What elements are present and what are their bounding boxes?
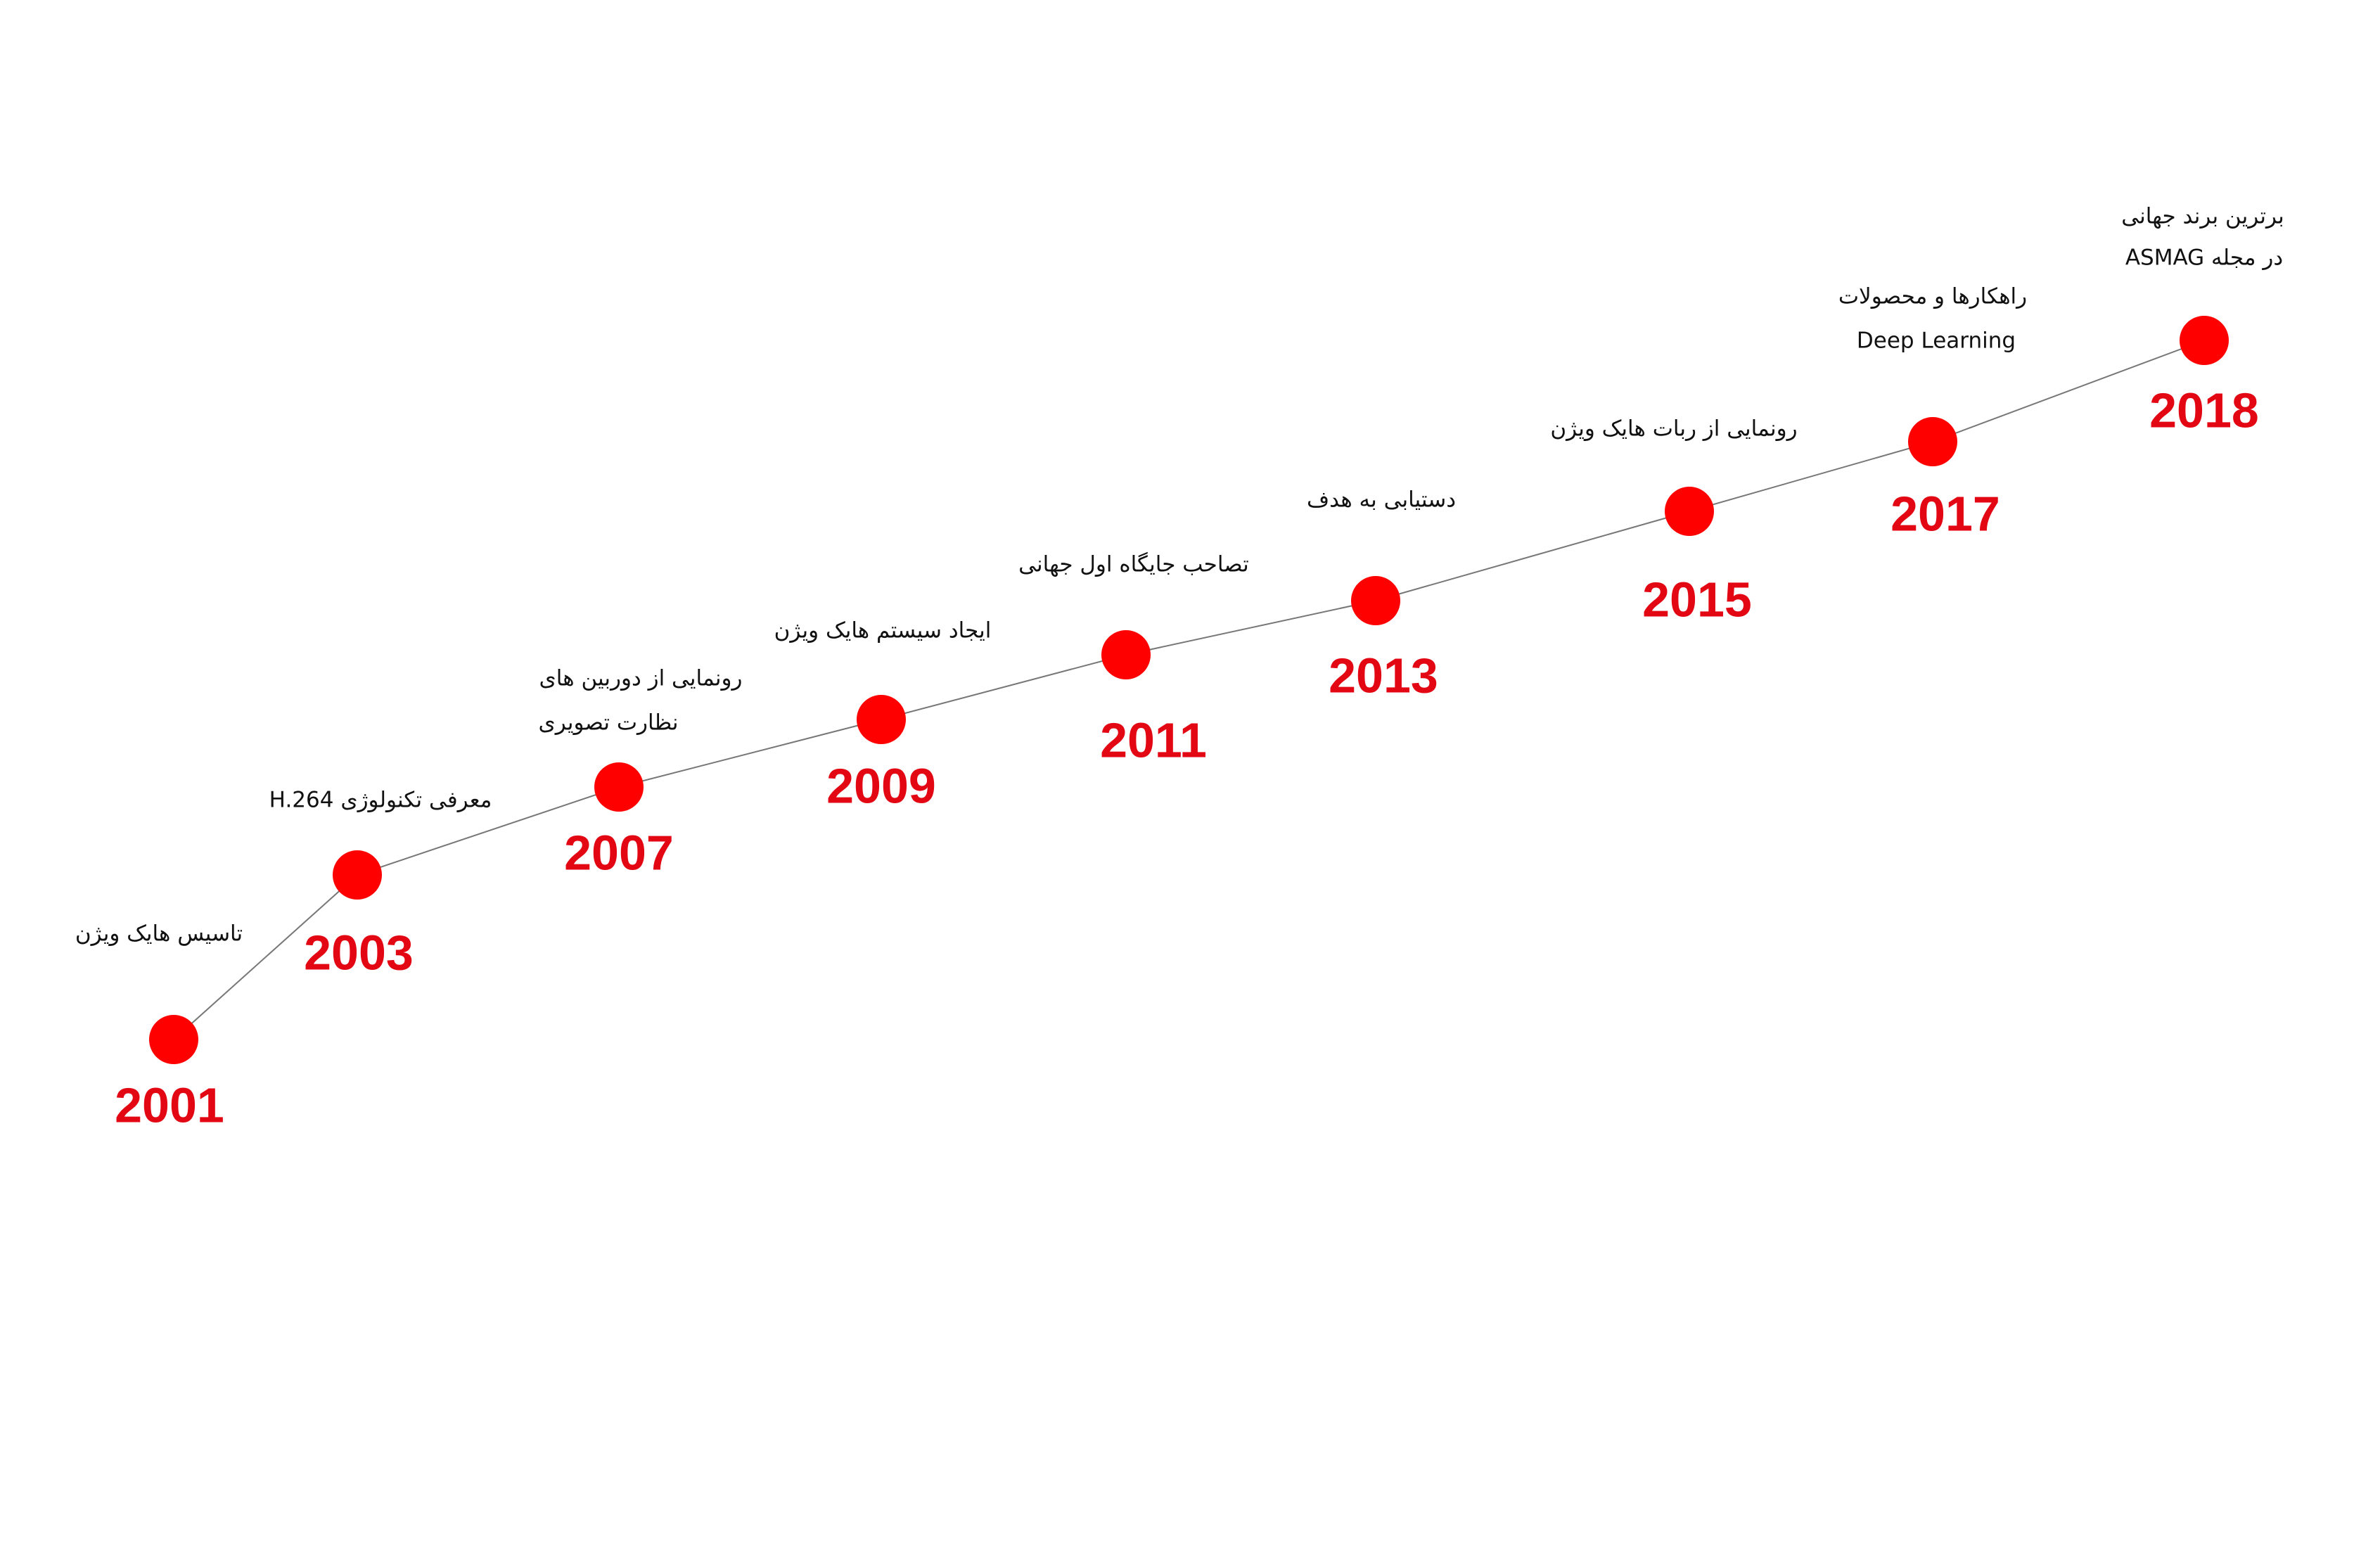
milestone-dot [857, 695, 906, 744]
year-label: 2009 [826, 758, 936, 813]
milestone-text: در مجله ASMAG [2125, 245, 2283, 271]
milestone-text: راهکارها و محصولات [1838, 284, 2027, 309]
milestone-dot [1665, 487, 1714, 536]
milestone-text: معرفی تکنولوژی H.264 [269, 788, 492, 813]
year-label: 2018 [2149, 383, 2259, 437]
milestone-text: نظارت تصویری [538, 710, 678, 736]
milestone-dot [1101, 630, 1151, 679]
milestone-dot [594, 762, 644, 812]
year-label: 2013 [1329, 648, 1438, 703]
year-label: 2007 [564, 825, 674, 880]
year-label: 2015 [1642, 572, 1752, 627]
year-label: 2017 [1890, 486, 2000, 541]
milestone-dot [1351, 576, 1400, 625]
milestone-text: تصاحب جایگاه اول جهانی [1018, 552, 1249, 577]
milestone-dot [1908, 417, 1957, 466]
milestone-text: تاسیس هایک ویژن [75, 921, 243, 947]
year-label: 2001 [115, 1077, 224, 1132]
milestone-text: رونمایی از ربات هایک ویژن [1550, 416, 1797, 442]
milestone-text: رونمایی از دوربین های [539, 666, 743, 691]
milestone-dot [333, 850, 382, 900]
milestone-dot [2180, 316, 2229, 365]
milestone-text: Deep Learning [1857, 328, 2016, 354]
milestone-dot [149, 1015, 198, 1064]
milestone-text: ایجاد سیستم هایک ویژن [774, 618, 992, 644]
year-label: 2003 [304, 925, 414, 980]
milestone-text: دستیابی به هدف [1307, 487, 1456, 513]
year-label: 2011 [1100, 712, 1207, 767]
milestone-text: برترین برند جهانی [2121, 204, 2284, 229]
